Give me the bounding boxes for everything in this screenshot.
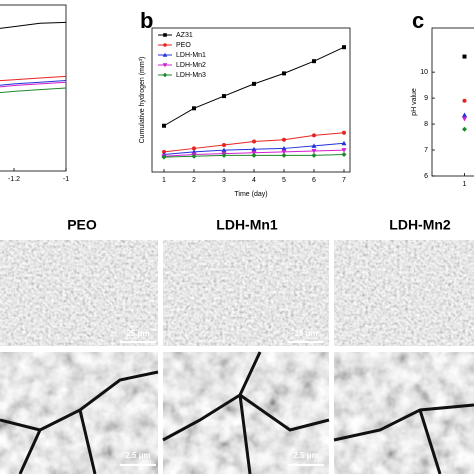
micrographs: PEO LDH-Mn1 LDH-Mn2 25 μm 25 μm 2.5 μm 2… [0,217,474,474]
plot-frame [151,27,351,173]
data-point [462,116,467,122]
series-line [0,81,67,88]
x-tick-label: 1 [162,177,166,184]
data-point [281,145,287,151]
data-point [462,54,467,59]
plot-frame [431,27,474,177]
x-axis-label: Time (day) [234,191,267,198]
sem-image [163,240,329,346]
data-point [311,149,317,154]
chart: 1 6 7 8 9 10 c pH value [411,8,474,188]
legend-label: LDH-Mn1 [176,52,206,59]
series-line [0,75,67,82]
y-tick-label: 9 [424,95,428,102]
scale-bar-label: 2.5 μm [293,451,318,460]
data-point [221,152,227,158]
sem-image [334,352,474,474]
sem-image [334,240,474,346]
crack [162,351,330,474]
panel-label: c [412,8,424,33]
x-tick-label: 2 [192,177,196,184]
data-point [311,143,317,148]
data-point [222,142,226,147]
data-point [222,94,226,99]
data-point [192,106,196,111]
legend-marker [163,43,167,47]
data-point [161,154,167,160]
y-tick-label: 8 [424,121,428,128]
sem-image [0,240,158,346]
x-tick-label: 5 [282,177,286,184]
data-point [281,149,287,155]
data-point [312,59,316,64]
data-point [462,112,467,117]
data-point [251,152,257,158]
x-tick-label: 6 [312,177,316,184]
x-tick-label: 1 [463,181,467,188]
data-point [192,146,196,151]
data-point [311,152,317,158]
column-title: PEO [67,217,97,233]
x-tick-label: 7 [342,177,346,184]
series-line [0,21,67,29]
series-line [163,46,345,127]
legend-label: PEO [176,42,191,49]
x-tick-label: -1.2 [8,176,20,183]
data-point [342,45,346,50]
legend-label: LDH-Mn3 [176,72,206,79]
x-tick-label: -1 [63,176,69,183]
data-point [162,149,166,154]
y-axis-label: Cumulative hydrogen (mm³) [139,57,146,144]
data-point [341,152,347,158]
series-line [0,80,67,86]
chart: 1 2 3 4 5 6 7 b Time (day) Cumulative hydrogen (m… [139,8,351,198]
chart: -1.2 -1 [0,4,69,183]
legend-marker [162,63,168,68]
legend-marker [162,52,168,57]
legend-label: AZ31 [176,32,193,39]
data-point [251,146,257,152]
y-axis-label: pH value [411,88,418,116]
sem-image [0,352,158,474]
column-title: LDH-Mn1 [216,217,278,233]
scale-bar-label: 25 μm [294,329,317,338]
y-tick-label: 6 [424,173,428,180]
scale-bar-label: 2.5 μm [125,451,150,460]
data-point [462,98,467,103]
y-tick-label: 7 [424,147,428,154]
y-tick-label: 10 [420,69,428,76]
legend-marker [163,33,167,37]
data-point [252,139,256,144]
data-point [191,153,197,159]
data-point [162,123,166,128]
data-point [282,137,286,142]
data-point [341,140,347,146]
series-line [0,87,67,94]
scale-bar-label: 25 μm [126,329,149,338]
legend-marker [162,72,168,78]
x-tick-label: 3 [222,177,226,184]
data-point [341,148,347,153]
data-point [281,152,287,158]
data-point [282,71,286,76]
crack [0,370,159,474]
x-tick-label: 4 [252,177,256,184]
data-point [312,133,316,138]
crack [333,403,474,474]
data-point [462,126,467,132]
legend-label: LDH-Mn2 [176,62,206,69]
data-point [252,81,256,86]
data-point [342,130,346,135]
panel-label: b [140,8,153,33]
column-title: LDH-Mn2 [389,217,451,233]
data-point [221,147,227,153]
plot-frame [0,4,67,172]
scale-bars: 25 μm 25 μm 2.5 μm 2.5 μm [120,329,324,466]
